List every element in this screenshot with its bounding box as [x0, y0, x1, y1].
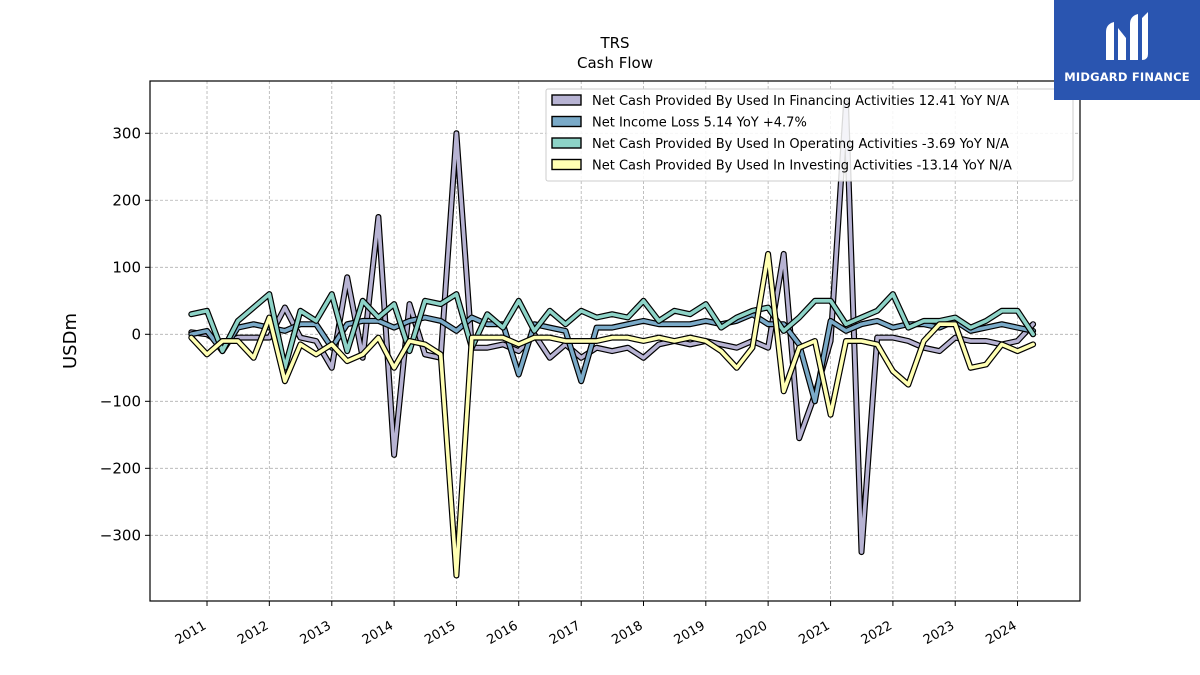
legend-label: Net Cash Provided By Used In Financing A…: [592, 94, 1009, 109]
plot-frame: [149, 80, 1081, 602]
legend-label: Net Cash Provided By Used In Investing A…: [592, 159, 1012, 174]
brand-name: MIDGARD FINANCE: [1064, 70, 1190, 84]
legend-item[interactable]: Net Cash Provided By Used In Operating A…: [551, 137, 1009, 152]
series-line: [189, 101, 1035, 554]
legend-swatch: [551, 115, 582, 128]
legend-item[interactable]: Net Cash Provided By Used In Investing A…: [551, 158, 1012, 174]
series-line: [189, 252, 1035, 578]
y-tick-label: 100: [112, 258, 141, 276]
x-tick-label: 2023: [921, 618, 957, 648]
series-net-cash-provided-by-used-in-operating-a: [188, 291, 1037, 371]
x-tick-label: 2021: [796, 618, 832, 648]
x-tick-label: 2020: [734, 618, 770, 648]
legend-label: Net Cash Provided By Used In Operating A…: [592, 137, 1009, 152]
x-tick-label: 2014: [360, 618, 396, 648]
x-tick-label: 2017: [547, 618, 583, 648]
y-tick-label: −300: [100, 526, 141, 544]
legend-item[interactable]: Net Income Loss 5.14 YoY +4.7%: [551, 115, 807, 131]
x-tick-label: 2011: [173, 618, 209, 648]
legend-swatch: [551, 137, 582, 149]
x-tick-label: 2018: [609, 618, 645, 648]
legend-swatch: [551, 94, 582, 106]
y-tick-label: 300: [112, 124, 141, 142]
series-layer: [188, 100, 1037, 579]
x-tick-label: 2016: [485, 618, 521, 648]
x-tick-label: 2012: [235, 618, 271, 648]
x-tick-label: 2013: [298, 618, 334, 648]
brand-logo: MIDGARD FINANCE: [1054, 0, 1200, 100]
x-tick-label: 2019: [672, 618, 708, 648]
y-tick-label: 0: [131, 325, 141, 343]
axes: −300 −200 −100 0 100 200 300 2011 2012 2013 2014 20…: [100, 124, 1020, 648]
legend-box: [545, 88, 1074, 182]
series-line: [189, 292, 1035, 370]
x-tick-label: 2015: [422, 618, 458, 648]
series-net-cash-provided-by-used-in-investing-a: [188, 250, 1037, 579]
legend-label: Net Income Loss 5.14 YoY +4.7%: [592, 116, 807, 131]
legend[interactable]: Net Cash Provided By Used In Financing A…: [545, 88, 1074, 182]
chart-title: TRS: [599, 34, 629, 52]
y-tick-label: 200: [112, 191, 141, 209]
legend-swatch: [551, 158, 582, 171]
chart-subtitle: Cash Flow: [577, 54, 653, 72]
series-outline: [188, 250, 1037, 579]
y-axis-label: USDm: [60, 313, 81, 369]
midgard-m-logo-icon: [1106, 12, 1148, 60]
y-tick-label: −200: [100, 459, 141, 477]
series-net-cash-provided-by-used-in-financing-a: [188, 100, 1037, 556]
legend-item[interactable]: Net Cash Provided By Used In Financing A…: [551, 94, 1009, 109]
y-tick-label: −100: [100, 392, 141, 410]
x-tick-label: 2024: [983, 618, 1019, 648]
x-tick-label: 2022: [859, 618, 895, 648]
